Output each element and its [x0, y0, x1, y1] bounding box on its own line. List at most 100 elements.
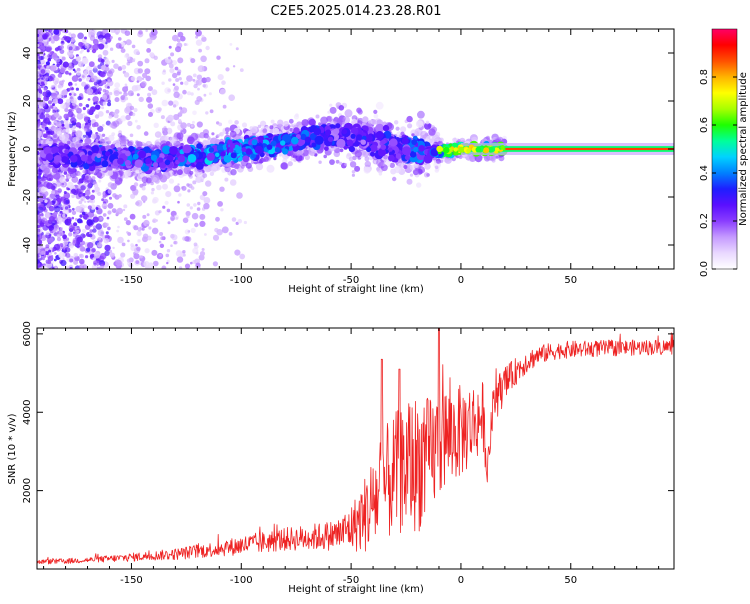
spectrogram-point — [68, 32, 72, 36]
spectrogram-point — [51, 85, 54, 88]
spectrogram-point — [57, 73, 63, 78]
spectrogram-point — [48, 225, 54, 231]
spectrogram-point — [101, 203, 108, 209]
spectrogram-point — [191, 120, 195, 124]
spectrogram-point — [56, 237, 62, 242]
spectrogram-point — [68, 72, 72, 76]
spectrogram-point — [136, 246, 141, 252]
spectrogram-point — [196, 207, 201, 211]
spectrogram-point — [45, 244, 50, 249]
spectrogram-point — [243, 220, 247, 225]
spectrogram-point — [127, 239, 130, 243]
spectrogram-point — [58, 251, 66, 259]
chart-title: C2E5.2025.014.23.28.R01 — [270, 4, 441, 19]
spectrogram-point — [78, 78, 82, 82]
spectrogram-point — [329, 106, 337, 114]
spectrogram-point — [116, 229, 119, 233]
spectrogram-point — [104, 244, 111, 252]
spectrogram-point — [320, 116, 328, 125]
spectrogram-point — [63, 94, 67, 98]
spectrogram-point — [123, 91, 128, 97]
spectrogram-point — [91, 48, 97, 54]
spectrogram-point — [185, 236, 192, 242]
spectrogram-point — [64, 244, 67, 248]
spectrogram-point — [76, 70, 82, 76]
spectrogram-point — [68, 232, 73, 237]
spectrogram-point — [182, 217, 189, 224]
spectrogram-point — [81, 48, 85, 52]
spectrogram-point — [118, 37, 122, 41]
spectrogram-point — [133, 182, 139, 187]
spectrogram-point — [485, 135, 490, 140]
spectrogram-point — [176, 256, 184, 263]
spectrogram-point — [195, 262, 201, 268]
spectrogram-point — [76, 229, 80, 234]
spectrogram-point — [37, 79, 42, 83]
spectrogram-point — [85, 255, 89, 259]
spectrogram-point — [38, 168, 42, 173]
spectrogram-point — [53, 243, 61, 251]
spectrogram-point — [139, 255, 143, 259]
spectrogram-point — [212, 261, 218, 267]
spectrogram-point — [105, 120, 111, 126]
spectrogram-point — [70, 127, 74, 131]
spectrogram-point — [95, 223, 103, 230]
spectrogram-point — [323, 154, 328, 159]
spectrogram-point — [168, 56, 171, 60]
spectrogram-point — [195, 79, 202, 86]
spectrogram-point — [135, 140, 140, 146]
spectrogram-point — [100, 233, 104, 237]
spectrogram-point — [41, 217, 48, 223]
spectrogram-point — [125, 114, 131, 121]
spectrogram-point — [109, 36, 113, 39]
spectrogram-point — [329, 159, 335, 166]
spectrogram-point — [54, 252, 57, 255]
spectrogram-point — [151, 227, 159, 235]
spectrogram-point — [154, 140, 160, 146]
spectrogram-point — [255, 163, 264, 171]
spectrogram-point — [37, 150, 40, 156]
spectrogram-point — [47, 57, 51, 62]
spectrogram-point — [73, 104, 79, 111]
spectrogram-point — [37, 121, 42, 126]
spectrogram-point — [121, 242, 126, 247]
spectrogram-point — [308, 118, 316, 126]
spectrogram-point — [40, 81, 45, 85]
spectrogram-point — [203, 203, 210, 210]
spectrogram-point — [82, 169, 87, 174]
spectrogram-point — [92, 29, 97, 34]
spectrogram-point — [146, 223, 150, 227]
spectrogram-point — [82, 57, 89, 64]
spectrogram-point — [178, 193, 182, 197]
spectrogram-point — [234, 249, 241, 256]
spectrogram-point — [99, 264, 105, 269]
spectrogram-point — [362, 116, 369, 123]
spectrogram-point — [98, 38, 103, 43]
spectrogram-point — [173, 114, 180, 121]
spectrogram-point — [102, 101, 107, 106]
spectrogram-point — [43, 167, 50, 174]
spectrogram-point — [165, 191, 172, 198]
spectrogram-point — [189, 170, 194, 175]
spectrogram-point — [54, 205, 61, 213]
spectrogram-point — [62, 128, 68, 134]
spectrogram-point — [111, 59, 115, 64]
spectrogram-point — [75, 188, 82, 195]
spectrogram-point — [46, 65, 49, 69]
spectrogram-point — [214, 227, 219, 233]
spectrogram-point — [165, 253, 170, 258]
spectrogram-point — [147, 92, 152, 97]
spectrogram-point — [86, 187, 91, 192]
spectrogram-point — [88, 79, 92, 83]
spectrogram-point — [326, 115, 333, 123]
spectrogram-point — [92, 38, 99, 45]
spectrogram-point — [118, 194, 122, 198]
spectrogram-point — [37, 255, 40, 258]
spectrogram-point — [72, 102, 76, 106]
spectrogram-point — [178, 77, 182, 81]
spectrogram-point — [344, 162, 348, 166]
spectrogram-point — [364, 160, 371, 168]
spectrogram-point — [179, 266, 183, 269]
spectrogram-point — [81, 137, 85, 141]
